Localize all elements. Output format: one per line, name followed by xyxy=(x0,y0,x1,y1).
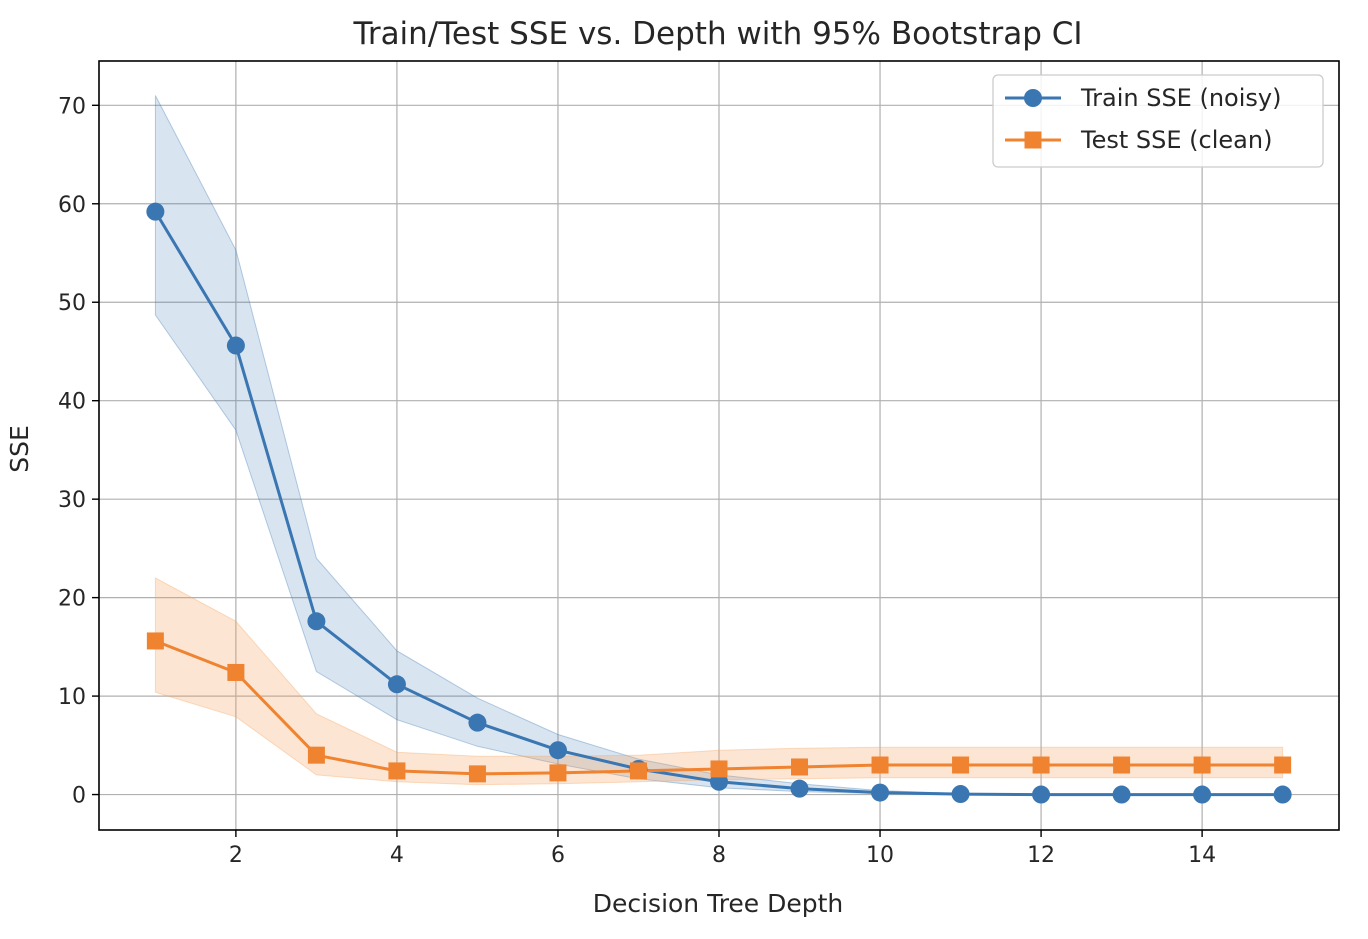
test-data-point xyxy=(468,765,486,783)
y-tick-label: 20 xyxy=(58,587,86,612)
x-tick-label: 10 xyxy=(866,843,894,868)
train-data-point xyxy=(226,336,245,355)
train-data-point xyxy=(871,783,890,802)
legend-test-marker xyxy=(1024,131,1042,149)
chart-title: Train/Test SSE vs. Depth with 95% Bootst… xyxy=(352,16,1082,52)
train-data-point xyxy=(468,713,487,732)
test-data-point xyxy=(1032,756,1050,774)
x-tick-label: 6 xyxy=(551,843,565,868)
y-tick-label: 0 xyxy=(72,784,86,809)
test-data-point xyxy=(1274,756,1292,774)
y-tick-label: 30 xyxy=(58,488,86,513)
legend-train-marker xyxy=(1024,89,1042,107)
train-data-point xyxy=(146,202,165,221)
legend-test-label: Test SSE (clean) xyxy=(1080,126,1272,154)
grid xyxy=(99,61,1339,830)
axis-ticks: 2 4 6 8 10 12 14 0 10 20 30 40 50 60 70 xyxy=(58,94,1216,868)
train-data-point xyxy=(1112,785,1131,804)
test-data-point xyxy=(227,663,245,681)
x-tick-label: 2 xyxy=(229,843,243,868)
train-data-point xyxy=(1273,785,1292,804)
y-tick-label: 40 xyxy=(58,390,86,415)
y-tick-label: 50 xyxy=(58,291,86,316)
x-axis-label: Decision Tree Depth xyxy=(593,889,844,918)
legend: Train SSE (noisy) Test SSE (clean) xyxy=(992,74,1324,168)
y-tick-label: 60 xyxy=(58,193,86,218)
test-data-point xyxy=(146,632,164,650)
train-data-point xyxy=(951,785,970,804)
train-data-point xyxy=(548,741,567,760)
y-tick-label: 10 xyxy=(58,685,86,710)
test-data-point xyxy=(549,764,567,782)
x-tick-label: 4 xyxy=(390,843,404,868)
test-data-point xyxy=(952,756,970,774)
train-data-point xyxy=(790,779,809,798)
series-markers xyxy=(146,202,1292,804)
train-data-point xyxy=(307,612,326,631)
test-data-point xyxy=(710,760,728,778)
test-data-point xyxy=(307,746,325,764)
test-data-point xyxy=(629,762,647,780)
x-tick-label: 14 xyxy=(1188,843,1216,868)
y-tick-label: 70 xyxy=(58,94,86,119)
train-data-point xyxy=(1193,785,1212,804)
legend-box xyxy=(992,74,1324,168)
test-data-point xyxy=(871,756,889,774)
legend-train-label: Train SSE (noisy) xyxy=(1080,84,1281,112)
x-tick-label: 8 xyxy=(712,843,726,868)
test-data-point xyxy=(791,758,809,776)
train-data-point xyxy=(1032,785,1051,804)
train-data-point xyxy=(387,675,406,694)
test-data-point xyxy=(1193,756,1211,774)
y-axis-label: SSE xyxy=(5,425,34,473)
x-tick-label: 12 xyxy=(1027,843,1055,868)
test-data-point xyxy=(1113,756,1131,774)
test-data-point xyxy=(388,762,406,780)
